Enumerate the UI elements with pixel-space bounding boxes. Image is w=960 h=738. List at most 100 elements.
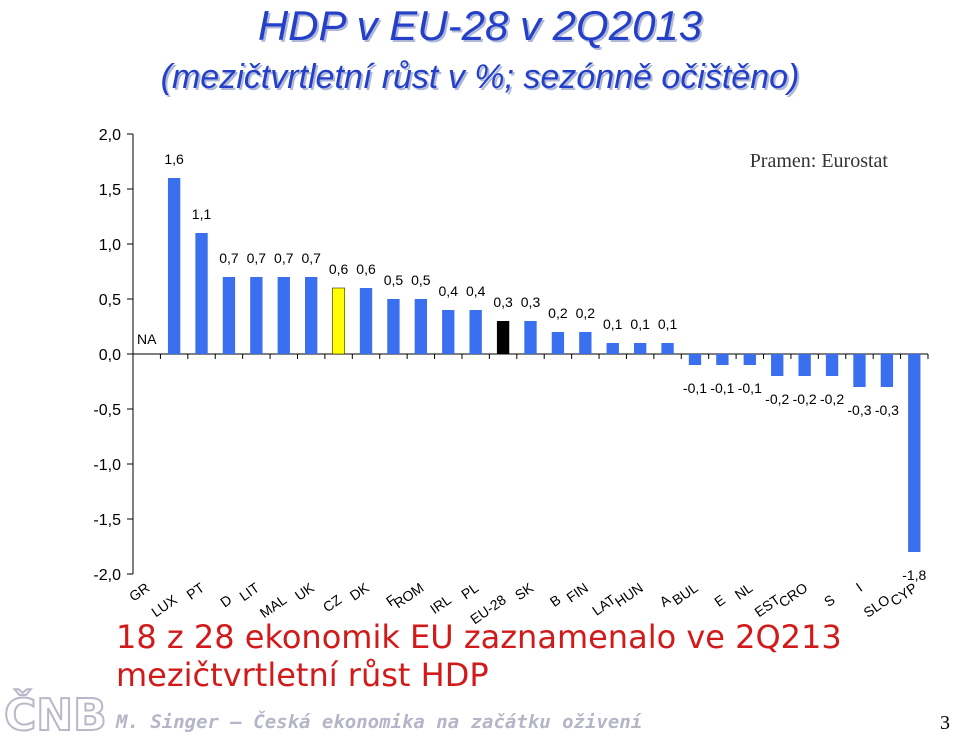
category-label-cyp: CYP (887, 579, 920, 609)
category-label-hun: HUN (612, 579, 646, 610)
category-label-cro: CRO (776, 579, 811, 610)
y-tick-label: 0,0 (99, 347, 121, 364)
bar-irl (442, 310, 455, 354)
value-label-f: 0,5 (384, 272, 404, 288)
bar-cz (332, 287, 346, 355)
bar-dk (359, 288, 373, 354)
value-label-irl: 0,4 (439, 283, 459, 299)
bar-bul (688, 354, 702, 365)
value-label-mal: 0,7 (274, 250, 294, 266)
value-label-est: -0,2 (765, 391, 789, 407)
category-label-b: B (547, 591, 564, 609)
value-label-i: -0,3 (847, 402, 871, 418)
category-label-sk: SK (512, 579, 537, 603)
bar-sk (524, 321, 537, 354)
bar-lit (250, 277, 263, 354)
bar-a (661, 343, 674, 354)
bar-lux (167, 178, 181, 354)
bars (132, 178, 929, 552)
y-tick-label: 2,0 (99, 127, 121, 144)
category-label-pt: PT (183, 579, 207, 603)
bar-eu-28 (496, 321, 510, 354)
bar-d (222, 277, 236, 354)
bar-slo (880, 354, 894, 387)
bar-rom (414, 299, 428, 354)
cnb-logo-text: ČNB (4, 688, 107, 738)
category-label-lit: LIT (236, 579, 262, 604)
category-label-e: E (711, 591, 728, 609)
page-title: HDP v EU-28 v 2Q2013 (257, 2, 703, 49)
value-label-eu-28: 0,3 (493, 294, 513, 310)
value-label-d: 0,7 (219, 250, 239, 266)
value-label-gr: NA (137, 331, 157, 347)
value-labels: NA 1,6 1,1 0,7 0,7 0,7 0,7 0,6 0,6 0,5 0,5 0,4 0,4 0,… (137, 151, 927, 583)
credit-line: M. Singer – Česká ekonomika na začátku o… (116, 711, 643, 733)
category-label-nl: NL (732, 579, 756, 602)
source-note: Pramen: Eurostat (750, 150, 889, 172)
y-tick-label: -2,0 (93, 567, 121, 584)
bar-pt (195, 233, 208, 354)
y-tick-label: 1,5 (99, 182, 121, 199)
bar-hun (633, 343, 647, 354)
category-label-i: I (853, 579, 865, 594)
value-label-uk: 0,7 (301, 250, 321, 266)
cnb-logo: ČNB (3, 687, 108, 738)
value-label-sk: 0,3 (521, 294, 541, 310)
y-tick-label: 0,5 (99, 292, 121, 309)
category-label-uk: UK (292, 579, 318, 604)
bar-mal (277, 277, 290, 354)
value-label-dk: 0,6 (356, 261, 376, 277)
value-label-lat: 0,1 (603, 316, 623, 332)
value-label-nl: -0,1 (738, 380, 762, 396)
bar-f (387, 299, 400, 354)
bar-est (771, 354, 784, 376)
value-label-lit: 0,7 (247, 250, 267, 266)
value-label-rom: 0,5 (411, 272, 431, 288)
category-label-gr: GR (126, 579, 152, 604)
value-label-bul: -0,1 (683, 380, 707, 396)
value-label-a: 0,1 (658, 316, 678, 332)
category-label-cz: CZ (320, 591, 345, 615)
value-label-lux: 1,6 (164, 151, 184, 167)
bar-cro (798, 354, 811, 376)
value-label-b: 0,2 (548, 305, 568, 321)
y-tick-label: -0,5 (93, 402, 121, 419)
value-label-fin: 0,2 (576, 305, 596, 321)
bar-nl (743, 354, 756, 365)
bar-lat (606, 343, 619, 354)
page-number: 3 (940, 712, 950, 734)
category-label-lux: LUX (148, 591, 180, 620)
category-label-mal: MAL (257, 591, 290, 621)
category-label-dk: DK (347, 579, 373, 604)
bar-e (716, 354, 729, 365)
category-label-bul: BUL (669, 579, 701, 608)
value-label-pt: 1,1 (192, 206, 212, 222)
value-label-s: -0,2 (820, 391, 844, 407)
y-tick-label: -1,0 (93, 457, 121, 474)
value-label-e: -0,1 (710, 380, 734, 396)
bar-cyp (908, 354, 921, 552)
category-label-d: D (217, 591, 234, 610)
category-label-fin: FIN (563, 579, 591, 605)
bar-fin (579, 332, 592, 354)
value-label-cz: 0,6 (329, 261, 349, 277)
value-label-slo: -0,3 (875, 402, 899, 418)
category-label-s: S (821, 591, 838, 609)
value-label-hun: 0,1 (630, 316, 650, 332)
bar-pl (469, 310, 482, 354)
bar-i (853, 354, 866, 387)
bar-uk (305, 277, 318, 354)
value-label-cyp: -1,8 (902, 567, 926, 583)
category-label-rom: ROM (391, 579, 427, 611)
bar-s (825, 354, 839, 376)
bar-b (551, 332, 565, 354)
category-label-irl: IRL (427, 591, 454, 617)
value-label-pl: 0,4 (466, 283, 486, 299)
y-ticks: 2,0 1,5 1,0 0,5 0,0 -0,5 -1,0 -1,5 -2,0 (93, 127, 133, 584)
category-label-pl: PL (458, 579, 481, 602)
page-subtitle: (mezičtvrtletní růst v %; sezónně očiště… (160, 58, 800, 96)
conclusion-text: 18 z 28 ekonomik EU zaznamenalo ve 2Q213… (116, 618, 842, 694)
y-tick-label: -1,5 (93, 512, 121, 529)
y-tick-label: 1,0 (99, 237, 121, 254)
